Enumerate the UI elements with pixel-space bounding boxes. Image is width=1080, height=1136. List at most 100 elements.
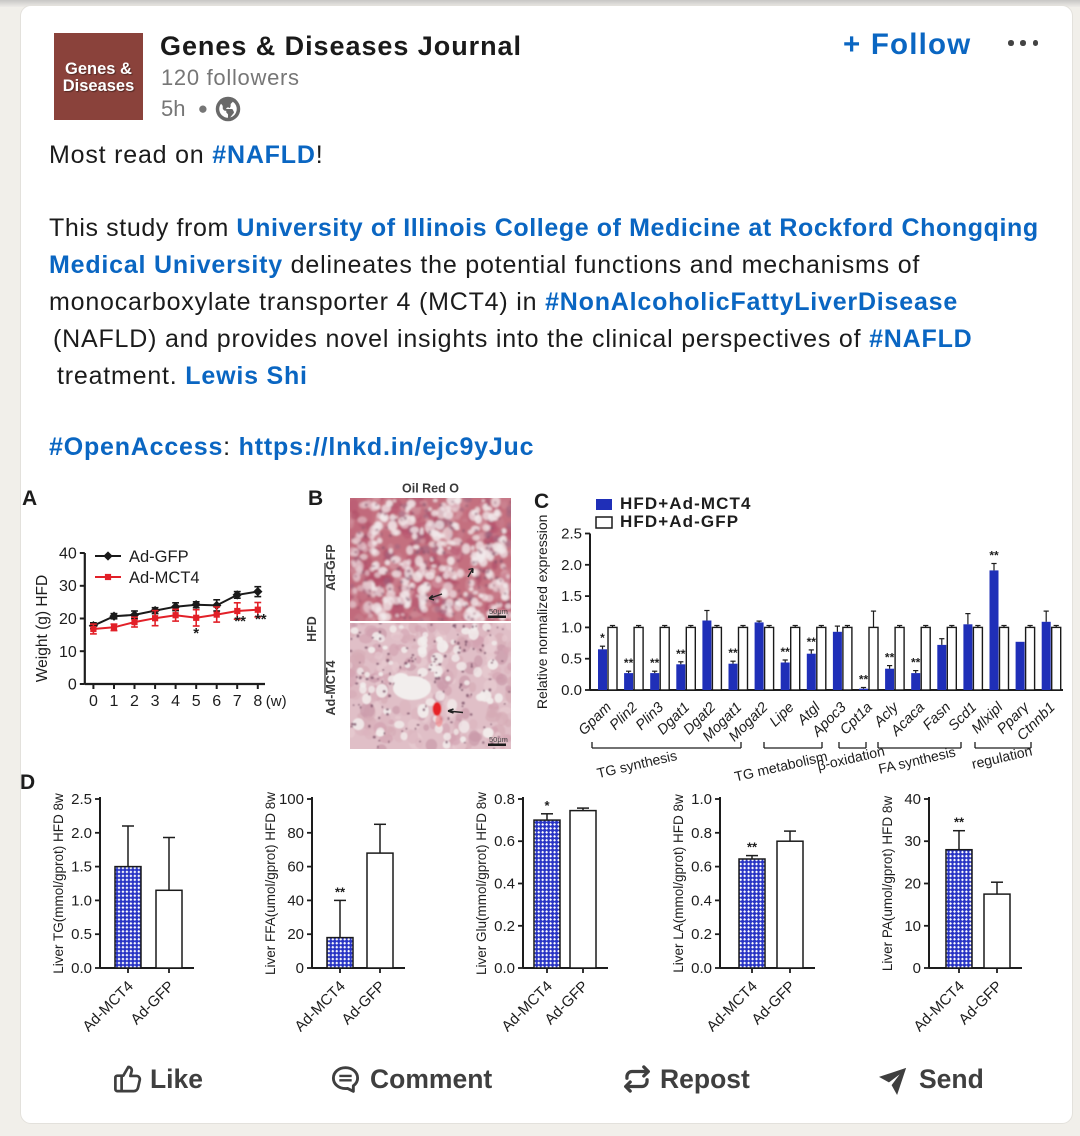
svg-text:Ad-MCT4: Ad-MCT4 — [910, 978, 967, 1032]
svg-text:**: ** — [335, 884, 346, 899]
svg-text:(w): (w) — [266, 693, 287, 710]
svg-text:**: ** — [911, 656, 921, 670]
svg-text:Plin2: Plin2 — [607, 700, 641, 734]
svg-text:0.5: 0.5 — [71, 926, 92, 943]
svg-text:5: 5 — [192, 693, 201, 710]
svg-text:Ad-MCT4: Ad-MCT4 — [129, 569, 200, 587]
svg-text:0.4: 0.4 — [691, 892, 712, 909]
svg-text:**: ** — [781, 645, 791, 659]
svg-text:Liver TG(mmol/gprot) HFD 8w: Liver TG(mmol/gprot) HFD 8w — [51, 793, 66, 974]
svg-text:Relative normalized expression: Relative normalized expression — [534, 515, 550, 710]
svg-text:80: 80 — [287, 825, 304, 842]
svg-text:20: 20 — [904, 876, 921, 893]
svg-text:40: 40 — [287, 892, 304, 909]
svg-text:50μm: 50μm — [489, 607, 508, 616]
svg-text:**: ** — [728, 646, 738, 660]
svg-text:**: ** — [255, 611, 267, 628]
svg-text:10: 10 — [904, 918, 921, 935]
svg-text:0.8: 0.8 — [691, 825, 712, 842]
svg-text:**: ** — [885, 651, 895, 665]
svg-text:HFD+Ad-MCT4: HFD+Ad-MCT4 — [620, 494, 752, 513]
svg-text:*: * — [193, 625, 199, 642]
svg-text:Oil Red O: Oil Red O — [402, 482, 459, 496]
svg-text:2: 2 — [130, 693, 139, 710]
svg-text:Ad-MCT4: Ad-MCT4 — [79, 978, 136, 1032]
svg-text:**: ** — [807, 635, 817, 649]
svg-text:1.5: 1.5 — [71, 859, 92, 876]
svg-text:TG synthesis: TG synthesis — [595, 747, 678, 781]
svg-text:0.6: 0.6 — [691, 859, 712, 876]
svg-text:1.0: 1.0 — [561, 619, 582, 636]
svg-text:Fasn: Fasn — [920, 700, 954, 734]
svg-text:10: 10 — [59, 644, 77, 661]
svg-text:D: D — [20, 771, 35, 794]
svg-text:HFD+Ad-GFP: HFD+Ad-GFP — [620, 512, 739, 531]
svg-text:0.6: 0.6 — [494, 833, 515, 850]
svg-text:1.5: 1.5 — [561, 588, 582, 605]
svg-text:Ad-MCT4: Ad-MCT4 — [703, 978, 760, 1032]
svg-text:50μm: 50μm — [489, 735, 508, 744]
svg-text:Ad-GFP: Ad-GFP — [338, 978, 388, 1028]
svg-text:0.4: 0.4 — [494, 876, 515, 893]
svg-text:**: ** — [624, 656, 634, 670]
svg-text:20: 20 — [59, 611, 77, 628]
svg-text:*: * — [600, 631, 605, 645]
svg-text:4: 4 — [171, 693, 180, 710]
svg-text:**: ** — [234, 613, 246, 630]
svg-text:0: 0 — [68, 677, 77, 694]
svg-text:30: 30 — [904, 833, 921, 850]
svg-text:0: 0 — [913, 960, 921, 977]
svg-text:β-oxidation: β-oxidation — [816, 743, 887, 774]
svg-text:0: 0 — [89, 693, 98, 710]
svg-text:Liver Glu(mmol/gprot) HFD 8w: Liver Glu(mmol/gprot) HFD 8w — [474, 792, 489, 975]
svg-text:**: ** — [954, 815, 965, 830]
svg-text:0.8: 0.8 — [494, 791, 515, 808]
svg-text:8: 8 — [253, 693, 262, 710]
svg-text:C: C — [534, 490, 549, 513]
svg-text:**: ** — [859, 673, 869, 687]
svg-text:2.5: 2.5 — [561, 526, 582, 543]
svg-text:0.2: 0.2 — [691, 926, 712, 943]
svg-text:40: 40 — [904, 791, 921, 808]
svg-text:2.0: 2.0 — [561, 557, 582, 574]
svg-text:100: 100 — [279, 791, 304, 808]
svg-text:Ad-GFP: Ad-GFP — [127, 978, 177, 1028]
svg-text:B: B — [308, 487, 323, 510]
svg-text:**: ** — [650, 656, 660, 670]
svg-text:0.0: 0.0 — [561, 682, 582, 699]
svg-text:Weight (g) HFD: Weight (g) HFD — [34, 575, 51, 682]
svg-text:7: 7 — [233, 693, 242, 710]
svg-text:0.5: 0.5 — [561, 651, 582, 668]
svg-text:0.0: 0.0 — [494, 960, 515, 977]
svg-text:Liver LA(mmol/gprot) HFD 8w: Liver LA(mmol/gprot) HFD 8w — [671, 794, 686, 973]
svg-text:40: 40 — [59, 546, 77, 563]
svg-text:0.0: 0.0 — [691, 960, 712, 977]
svg-text:2.0: 2.0 — [71, 825, 92, 842]
svg-text:60: 60 — [287, 859, 304, 876]
svg-text:20: 20 — [287, 926, 304, 943]
svg-text:**: ** — [747, 840, 758, 855]
svg-text:Lipe: Lipe — [767, 700, 798, 731]
svg-text:3: 3 — [151, 693, 160, 710]
svg-text:**: ** — [676, 647, 686, 661]
svg-text:*: * — [544, 798, 550, 813]
svg-text:0: 0 — [296, 960, 304, 977]
svg-text:TG metabolism: TG metabolism — [733, 748, 829, 785]
svg-text:6: 6 — [212, 693, 221, 710]
svg-text:Liver FFA(umol/gprot) HFD 8w: Liver FFA(umol/gprot) HFD 8w — [263, 792, 278, 975]
svg-text:30: 30 — [59, 578, 77, 595]
svg-text:regulation: regulation — [970, 742, 1034, 771]
svg-text:1.0: 1.0 — [691, 791, 712, 808]
svg-text:Ad-MCT4: Ad-MCT4 — [291, 978, 348, 1032]
svg-text:1: 1 — [110, 693, 119, 710]
svg-text:Ad-MCT4: Ad-MCT4 — [324, 661, 338, 716]
svg-text:HFD: HFD — [305, 616, 319, 642]
svg-text:Liver PA(umol/gprot) HFD 8w: Liver PA(umol/gprot) HFD 8w — [880, 796, 895, 972]
svg-text:A: A — [22, 487, 37, 510]
svg-text:1.0: 1.0 — [71, 892, 92, 909]
svg-text:**: ** — [989, 549, 999, 563]
svg-text:0.2: 0.2 — [494, 918, 515, 935]
svg-text:Ad-GFP: Ad-GFP — [129, 548, 189, 566]
svg-text:0.0: 0.0 — [71, 960, 92, 977]
svg-text:Ad-MCT4: Ad-MCT4 — [498, 978, 555, 1032]
